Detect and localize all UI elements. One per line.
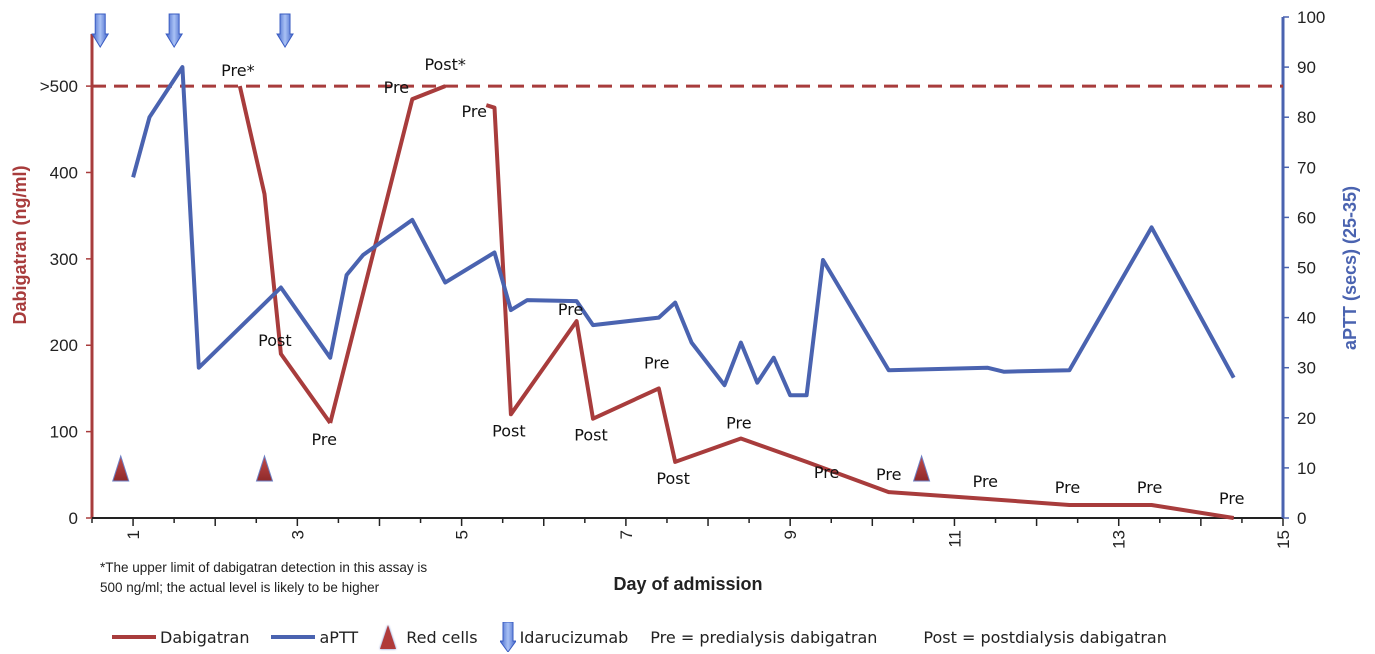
y-left-tick-label: 300 (50, 250, 78, 269)
y-left-tick-label: 0 (69, 509, 78, 528)
point-label-pre: Pre (876, 465, 901, 484)
x-tick-label: 7 (617, 530, 636, 539)
x-tick-label: 5 (453, 530, 472, 539)
red-cells-triangle-icon (380, 625, 397, 649)
series-line-dabigatran (328, 84, 446, 424)
y-right-tick-label: 0 (1297, 509, 1306, 528)
footnote-line-1: *The upper limit of dabigatran detection… (100, 560, 428, 575)
legend-swatch-aptt (271, 635, 316, 639)
point-label-post: Post (656, 469, 689, 488)
legend-label-pre: Pre = predialysis dabigatran (650, 627, 878, 647)
point-label-pre: Pre (726, 414, 751, 433)
axes: 1 3 5 7 9 11 13 150100200300400>500010203040506… (40, 8, 1326, 549)
y-right-tick-label: 20 (1297, 409, 1316, 428)
x-tick-label: 1 (124, 530, 143, 539)
y-right-tick-label: 50 (1297, 259, 1316, 278)
y-left-tick-label: >500 (40, 77, 78, 96)
point-label-pre: Pre (973, 472, 998, 491)
series-line-aptt (131, 65, 1236, 398)
point-label-pre: Pre (1219, 489, 1244, 508)
idarucizumab-arrow-icon (91, 13, 110, 48)
red-cells-marker-icon (255, 454, 274, 482)
series-line-dabigatran (485, 103, 1235, 520)
y-right-tick-label: 60 (1297, 208, 1316, 227)
point-label-pre: Pre (1137, 478, 1162, 497)
legend-label-post: Post = postdialysis dabigatran (923, 627, 1167, 647)
point-label-pre: Pre (814, 463, 839, 482)
y-right-tick-label: 80 (1297, 108, 1316, 127)
series-group (131, 65, 1236, 520)
legend-item-red-cells: Red cells (380, 625, 478, 649)
point-label-post: Post* (424, 55, 465, 74)
point-label-pre: Pre (644, 353, 669, 372)
legend-label-dabigatran: Dabigatran (160, 627, 250, 647)
point-label-pre: Pre (311, 430, 336, 449)
x-axis-title: Day of admission (613, 574, 762, 594)
x-tick-label: 9 (781, 530, 800, 539)
footnote: *The upper limit of dabigatran detection… (100, 558, 520, 598)
legend-item-pre: Pre = predialysis dabigatran (650, 628, 877, 647)
red-cells-marker-icon (112, 454, 130, 482)
red-cells-marker-icon (912, 454, 931, 482)
legend: Dabigatran aPTT Red cells Idarucizumab P… (112, 622, 1189, 652)
y-right-tick-label: 70 (1297, 158, 1316, 177)
legend-item-dabigatran: Dabigatran (112, 628, 249, 647)
y-right-tick-label: 10 (1297, 459, 1316, 478)
point-label-pre: Pre (558, 300, 583, 319)
y-left-axis-title: Dabigatran (ng/ml) (10, 165, 30, 324)
y-left-tick-label: 100 (50, 423, 78, 442)
point-label-pre: Pre (462, 102, 487, 121)
y-left-tick-label: 200 (50, 336, 78, 355)
legend-label-idarucizumab: Idarucizumab (519, 627, 629, 647)
legend-item-idarucizumab: Idarucizumab (499, 622, 629, 652)
point-label-pre: Pre* (221, 61, 254, 80)
series-line-dabigatran (237, 85, 332, 425)
idarucizumab-arrow-icon (499, 622, 516, 652)
x-tick-label: 15 (1274, 530, 1293, 549)
y-left-tick-label: 400 (50, 163, 78, 182)
point-labels-group: Pre* Post Pre Pre Post* Pre Post Pre Post Pre Post… (221, 55, 1244, 508)
x-tick-label: 11 (945, 530, 964, 548)
y-right-tick-label: 100 (1297, 8, 1325, 27)
markers-group (91, 13, 931, 482)
idarucizumab-arrow-icon (276, 13, 294, 48)
x-tick-label: 13 (1110, 530, 1129, 549)
y-right-tick-label: 30 (1297, 359, 1316, 378)
legend-swatch-dabigatran (112, 635, 156, 639)
legend-label-red-cells: Red cells (406, 627, 478, 647)
footnote-line-2: 500 ng/ml; the actual level is likely to… (100, 580, 380, 595)
y-right-tick-label: 40 (1297, 309, 1316, 328)
legend-item-post: Post = postdialysis dabigatran (923, 628, 1166, 647)
y-right-axis-title: aPTT (secs) (25-35) (1340, 186, 1360, 350)
idarucizumab-arrow-icon (165, 13, 184, 48)
point-label-pre: Pre (1055, 478, 1080, 497)
legend-item-aptt: aPTT (271, 628, 358, 647)
point-label-post: Post (258, 331, 291, 350)
point-label-pre: Pre (384, 78, 409, 97)
point-label-post: Post (574, 426, 607, 445)
x-tick-label: 3 (288, 530, 307, 539)
point-label-post: Post (492, 421, 525, 440)
y-right-tick-label: 90 (1297, 58, 1316, 77)
legend-label-aptt: aPTT (319, 627, 359, 647)
